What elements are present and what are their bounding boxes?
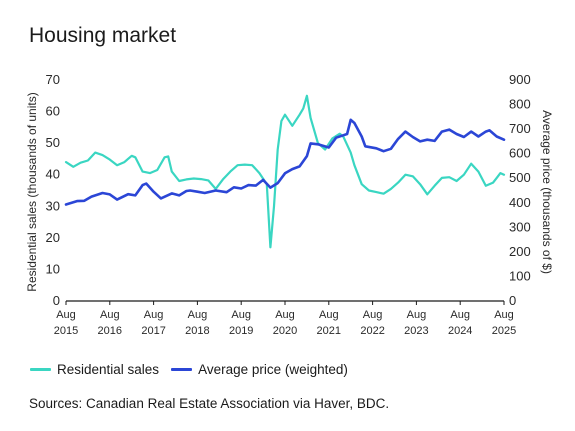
x-tick-label-year: 2022 xyxy=(360,325,384,337)
x-tick-label-month: Aug xyxy=(188,309,208,321)
x-tick-label-month: Aug xyxy=(494,309,514,321)
legend-item-average-price: Average price (weighted) xyxy=(171,362,348,377)
x-tick-label-year: 2015 xyxy=(54,325,78,337)
source-note: Sources: Canadian Real Estate Associatio… xyxy=(29,396,390,411)
legend-swatch-residential-sales xyxy=(30,368,51,371)
x-tick-label-month: Aug xyxy=(450,309,470,321)
legend-swatch-average-price xyxy=(171,368,193,371)
left-y-axis-ticks: 0 10 20 30 40 50 60 70 xyxy=(46,72,60,308)
x-tick-label-month: Aug xyxy=(275,309,295,321)
x-tick-label-month: Aug xyxy=(231,309,251,321)
right-y-tick-label: 900 xyxy=(509,72,531,87)
right-y-tick-label: 0 xyxy=(509,293,516,308)
x-tick-label-year: 2016 xyxy=(98,325,122,337)
right-y-axis-ticks: 0 100 200 300 400 500 600 700 800 900 xyxy=(509,72,531,308)
x-tick-label-month: Aug xyxy=(363,309,383,321)
right-y-tick-label: 600 xyxy=(509,146,531,161)
x-tick-label-year: 2020 xyxy=(273,325,297,337)
legend-label-average-price: Average price (weighted) xyxy=(198,362,348,377)
x-tick-label-year: 2017 xyxy=(141,325,165,337)
legend-label-residential-sales: Residential sales xyxy=(57,362,160,377)
left-y-tick-label: 20 xyxy=(46,230,60,245)
x-tick-label-year: 2018 xyxy=(185,325,209,337)
left-y-tick-label: 10 xyxy=(46,261,60,276)
x-tick-label-month: Aug xyxy=(144,309,164,321)
right-y-tick-label: 200 xyxy=(509,244,531,259)
x-tick-label-month: Aug xyxy=(319,309,339,321)
x-tick-label-month: Aug xyxy=(407,309,427,321)
x-tick-label-year: 2021 xyxy=(317,325,341,337)
legend-item-residential-sales: Residential sales xyxy=(30,362,159,377)
series-line-average-price xyxy=(64,118,506,206)
right-y-tick-label: 800 xyxy=(509,97,531,112)
page-title: Housing market xyxy=(29,24,177,47)
x-tick-label-year: 2025 xyxy=(492,325,516,337)
x-axis-ticks: Aug 2015 Aug 2016 Aug 2017 Aug 2018 Aug 2019 Aug 20… xyxy=(54,301,516,337)
left-y-tick-label: 60 xyxy=(46,104,60,119)
x-tick-label-month: Aug xyxy=(100,309,120,321)
series-line-residential-sales xyxy=(64,94,506,249)
x-tick-label-year: 2019 xyxy=(229,325,253,337)
right-y-tick-label: 400 xyxy=(509,195,531,210)
right-y-tick-label: 500 xyxy=(509,170,531,185)
legend: Residential sales Average price (weighte… xyxy=(30,362,360,377)
right-y-axis-label: Average price (thousands of $) xyxy=(540,110,554,274)
left-y-tick-label: 70 xyxy=(46,72,60,87)
left-y-axis-label: Residential sales (thousands of units) xyxy=(25,92,39,291)
x-tick-label-year: 2023 xyxy=(404,325,428,337)
right-y-tick-label: 300 xyxy=(509,219,531,234)
right-y-tick-label: 100 xyxy=(509,268,531,283)
left-y-tick-label: 0 xyxy=(53,293,60,308)
right-y-tick-label: 700 xyxy=(509,121,531,136)
left-y-tick-label: 40 xyxy=(46,167,60,182)
x-tick-label-month: Aug xyxy=(56,309,76,321)
x-tick-label-year: 2024 xyxy=(448,325,472,337)
series-lines xyxy=(64,94,506,249)
left-y-tick-label: 30 xyxy=(46,198,60,213)
left-y-tick-label: 50 xyxy=(46,135,60,150)
